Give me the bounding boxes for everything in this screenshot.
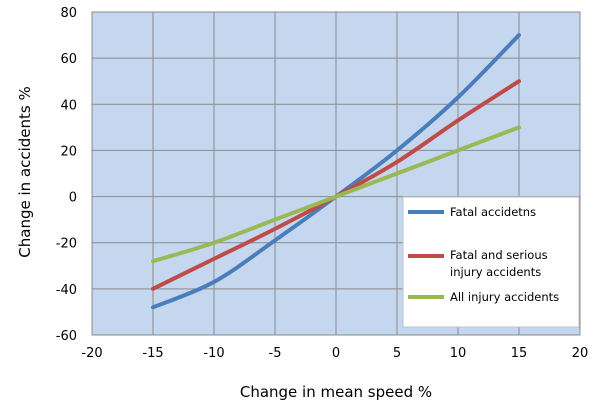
x-tick-label: -15: [142, 346, 163, 361]
y-tick-label: 40: [60, 98, 77, 113]
x-tick-label: -10: [203, 346, 224, 361]
x-tick-label: -5: [269, 346, 282, 361]
y-tick-label: 0: [69, 191, 77, 206]
x-tick-label: 5: [393, 346, 401, 361]
x-tick-label: 15: [511, 346, 528, 361]
y-tick-labels: -60 -40 -20 0 20 40 60 80: [56, 6, 77, 344]
legend-label-all-injury: All injury accidents: [450, 290, 559, 304]
legend-label-fatal: Fatal accidetns: [450, 205, 536, 219]
legend-label-fatal-serious-line1: Fatal and serious: [450, 248, 548, 262]
y-tick-label: 80: [60, 6, 77, 21]
x-tick-label: 20: [572, 346, 589, 361]
y-tick-label: 20: [60, 144, 77, 159]
series-lines: [151, 33, 521, 310]
y-tick-label: -20: [56, 237, 77, 252]
y-tick-label: 60: [60, 52, 77, 67]
x-tick-label: -20: [81, 346, 102, 361]
y-tick-label: -60: [56, 329, 77, 344]
series-line-2: [151, 125, 521, 264]
y-tick-label: -40: [56, 283, 77, 298]
legend-label-fatal-serious-line2: injury accidents: [450, 265, 541, 279]
legend: Fatal accidetns Fatal and serious injury…: [402, 196, 580, 328]
x-tick-label: 10: [450, 346, 467, 361]
y-axis-title: Change in accidents %: [16, 86, 34, 257]
x-tick-labels: -20 -15 -10 -5 0 5 10 15 20: [81, 346, 588, 361]
x-axis-title: Change in mean speed %: [240, 383, 432, 401]
x-tick-label: 0: [332, 346, 340, 361]
legend-box: [402, 196, 580, 328]
